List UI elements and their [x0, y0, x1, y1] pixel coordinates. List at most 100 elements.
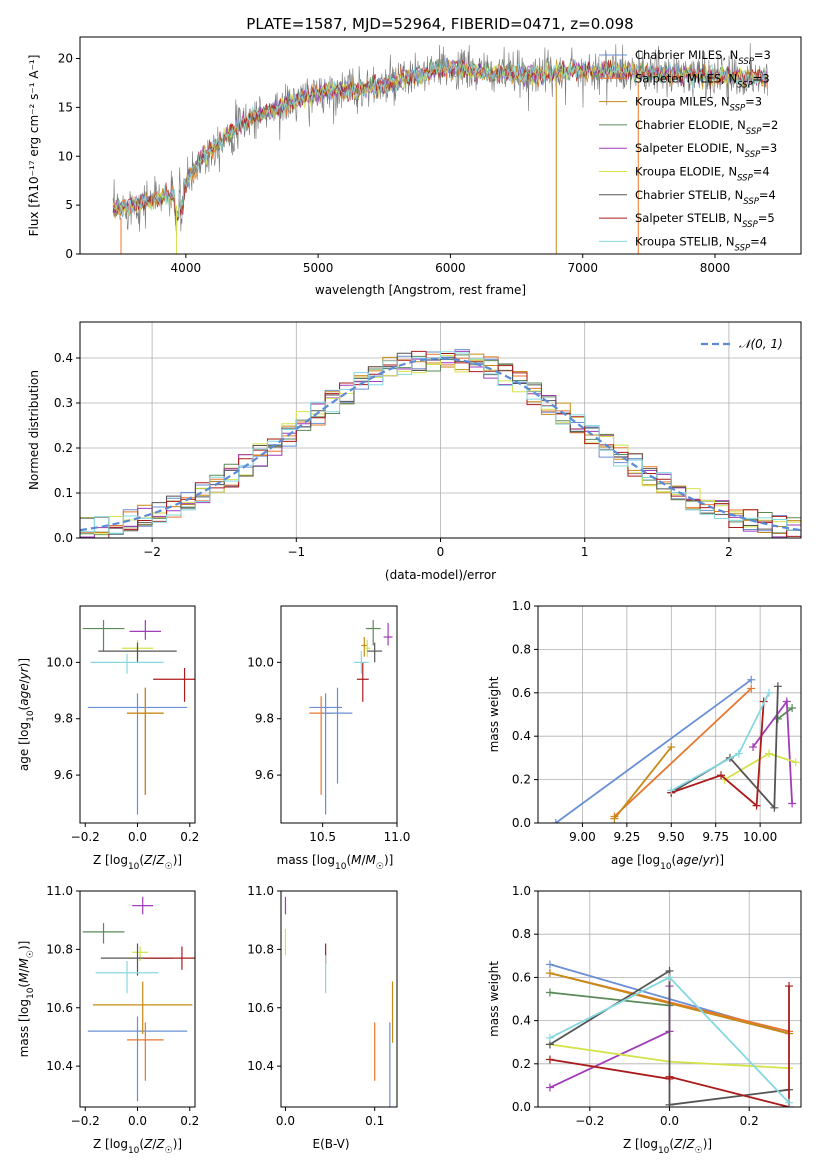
weight_vs_age-frame: [537, 605, 802, 824]
weight_vs_age-point-marker: [770, 803, 779, 812]
residuals-ytick-label: 0.2: [54, 441, 73, 455]
weight_vs_age-ytick-label: 0.0: [512, 816, 531, 830]
weight_vs_age-xtick-label: 9.50: [658, 830, 685, 844]
weight_vs_age-ytick-label: 0.2: [512, 773, 531, 787]
mass-vs-Z-xlabel: Z [log10(Z/Z☉)]: [93, 1137, 182, 1156]
age-vs-Z-xlabel: Z [log10(Z/Z☉)]: [93, 853, 182, 872]
weight_vs_age-point-marker: [782, 697, 791, 706]
mass_vs_ebv-ytick-label: 10.4: [247, 1059, 274, 1073]
residual-legend-label: 𝒩(0, 1): [739, 337, 783, 351]
weight_vs_Z-ytick-label: 0.2: [512, 1057, 531, 1071]
weight_vs_age-xtick-label: 9.00: [569, 830, 596, 844]
age_vs_mass-frame: [280, 605, 398, 824]
weight_vs_Z-point-marker: [545, 1083, 554, 1092]
weight_vs_Z-xtick-label: −0.2: [575, 1114, 604, 1128]
weight_vs_Z-series-line: [549, 986, 671, 1089]
residuals-xtick-label: 2: [725, 545, 733, 559]
weight_vs_age-point-marker: [788, 703, 797, 712]
spectrum-legend-label: Chabrier ELODIE, NSSP=2: [635, 118, 778, 137]
residuals-ytick-label: 0.0: [54, 531, 73, 545]
spectrum-legend-label: Chabrier STELIB, NSSP=4: [635, 188, 776, 207]
mass_vs_Z-panel: −0.2 0.0 0.2 10.4 10.6 10.8 11.0 Z [log10(Z/Z☉)…: [17, 884, 199, 1156]
spectrum-legend-label: Kroupa MILES, NSSP=3: [635, 95, 762, 114]
residuals-plot-area: [80, 349, 801, 538]
mass_vs_ebv-ytick-label: 10.8: [247, 942, 274, 956]
mass_vs_Z-xtick-label: 0.0: [128, 1114, 147, 1128]
weight_vs_age-point-marker: [747, 675, 756, 684]
weight-vs-age-xlabel: age [log10(age/yr)]: [611, 853, 724, 872]
weight_vs_age-plot-area: [551, 675, 800, 823]
weight_vs_Z-ylabel: mass weight: [487, 961, 501, 1037]
mass_vs_Z-xtick-label: 0.2: [180, 1114, 199, 1128]
spectrum-xtick-label: 7000: [567, 261, 598, 275]
spectrum-ytick-label: 10: [58, 149, 73, 163]
weight_vs_Z-point-marker: [785, 1098, 794, 1107]
age_vs_mass-panel: 10.5 11.0 9.6 9.8 10.0 mass [log10(M/M☉)]: [247, 605, 411, 872]
weight_vs_age-ylabel: mass weight: [487, 676, 501, 752]
residual-histogram: [80, 351, 801, 538]
weight_vs_age-point-marker: [747, 684, 756, 693]
spectrum-ytick-label: 20: [58, 52, 73, 66]
age_vs_mass-ytick-label: 9.8: [255, 712, 274, 726]
mass_vs_ebv-ytick-label: 10.6: [247, 1001, 274, 1015]
weight_vs_age-series-line: [613, 746, 673, 820]
age_vs_Z-panel: −0.2 0.0 0.2 9.6 9.8 10.0 Z [log10(Z/Z☉)] age […: [17, 605, 199, 872]
weight_vs_age-series-line: [670, 686, 779, 811]
weight_vs_age-ytick-label: 0.8: [512, 642, 531, 656]
age_vs_Z-ytick-label: 9.6: [54, 768, 73, 782]
weight_vs_age-point-marker: [788, 799, 797, 808]
age_vs_Z-xtick-label: 0.0: [128, 830, 147, 844]
weight_vs_Z-point-marker: [785, 982, 794, 991]
spectrum-xtick-label: 6000: [435, 261, 466, 275]
residuals-ytick-label: 0.1: [54, 486, 73, 500]
age-vs-Z-ylabel: age [log10(age/yr)]: [17, 658, 36, 771]
mass_vs_Z-ytick-label: 11.0: [46, 884, 73, 898]
spectrum-xlabel: wavelength [Angstrom, rest frame]: [315, 283, 526, 297]
residuals-xlabel: (data-model)/error: [385, 568, 496, 582]
age_vs_Z-plot-area: [82, 620, 195, 815]
weight_vs_age-series-line: [777, 707, 793, 720]
age_vs_mass-xtick-label: 11.0: [384, 830, 411, 844]
weight_vs_age-point-marker: [749, 743, 758, 752]
weight_vs_Z-series-line: [549, 969, 790, 1106]
weight-vs-Z-xlabel: Z [log10(Z/Z☉)]: [623, 1137, 712, 1156]
weight_vs_Z-panel: −0.2 0.0 0.2 0.0 0.2 0.4 0.6 0.8 1.0 mass weight Z…: [487, 884, 802, 1156]
residuals-xtick-label: −2: [143, 545, 161, 559]
mass_vs_Z-ytick-label: 10.4: [46, 1059, 73, 1073]
spectrum-legend-label: Salpeter MILES, NSSP=3: [635, 71, 770, 90]
weight_vs_age-ytick-label: 1.0: [512, 599, 531, 613]
weight_vs_Z-point-marker: [665, 1100, 674, 1107]
spectrum-plot-area: [112, 42, 768, 254]
mass_vs_ebv-plot-area: [284, 896, 394, 1107]
spectrum-xtick-label: 4000: [171, 261, 202, 275]
weight_vs_Z-ytick-label: 0.8: [512, 927, 531, 941]
weight_vs_Z-point-marker: [545, 988, 554, 997]
spectrum-legend-label: Kroupa STELIB, NSSP=4: [635, 234, 767, 253]
weight_vs_age-point-marker: [765, 688, 774, 697]
gaussian-reference-curve: [80, 357, 801, 532]
weight_vs_age-series-line: [752, 698, 793, 804]
age_vs_mass-plot-area: [309, 620, 393, 815]
weight_vs_age-series-line: [613, 687, 752, 818]
weight_vs_Z-point-marker: [665, 973, 674, 982]
spectrum-legend-label: Salpeter STELIB, NSSP=5: [635, 211, 775, 230]
spectrum-ytick-label: 15: [58, 100, 73, 114]
spectrum-xtick-label: 8000: [700, 261, 731, 275]
weight_vs_Z-ytick-label: 0.6: [512, 970, 531, 984]
weight_vs_Z-series-line: [549, 991, 670, 1007]
weight_vs_age-xtick-label: 10.00: [743, 830, 777, 844]
mass_vs_ebv-frame: [280, 890, 398, 1108]
weight_vs_age-point-marker: [734, 749, 743, 758]
spectrum-ylabel: Flux [fλ10⁻¹⁷ erg cm⁻² s⁻¹ A⁻¹]: [27, 55, 41, 237]
age_vs_mass-ytick-label: 10.0: [247, 655, 274, 669]
weight_vs_Z-xtick-label: 0.0: [660, 1114, 679, 1128]
weight_vs_Z-point-marker: [545, 969, 554, 978]
residuals-ylabel: Normed distribution: [27, 370, 41, 490]
weight_vs_age-point-marker: [667, 743, 676, 752]
spectrum-frame: [79, 36, 802, 255]
weight_vs_age-series-line: [671, 701, 765, 808]
weight_vs_age-ytick-label: 0.6: [512, 686, 531, 700]
spectrum-panel: 4000 5000 6000 7000 8000 0 5 10 15 20 Chabrier MIL…: [27, 36, 802, 297]
